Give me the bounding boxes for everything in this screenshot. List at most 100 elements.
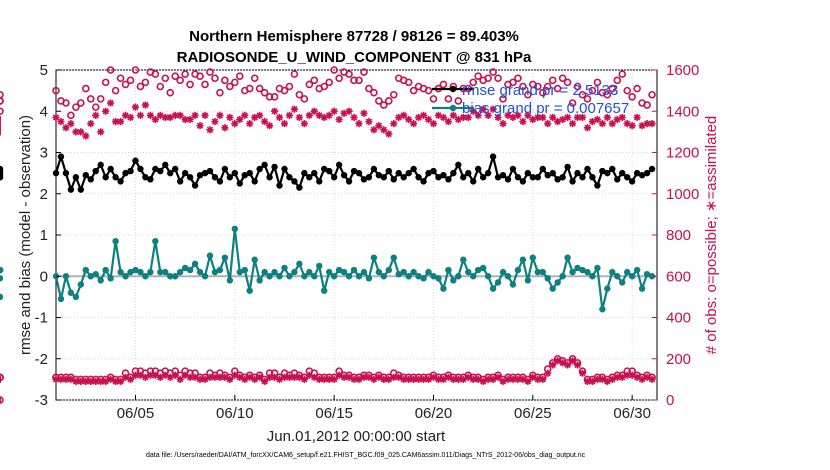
- bias-point: [162, 268, 169, 276]
- obs-assimilated-point: [410, 120, 418, 128]
- bias-point: [266, 273, 273, 280]
- rmse-point: [514, 174, 522, 181]
- obs-assimilated-point: [290, 373, 299, 381]
- obs-assimilated-point: [285, 111, 294, 119]
- obs-possible-point: [206, 68, 214, 76]
- obs-possible-point: [67, 111, 75, 120]
- rmse-point: [62, 169, 70, 177]
- rmse-point: [112, 174, 119, 181]
- obs-assimilated-point-stroke: [574, 361, 581, 369]
- rmse-point: [107, 165, 114, 173]
- y-tick-label: 1: [40, 227, 48, 244]
- obs-assimilated-point-stroke: [594, 376, 601, 383]
- obs-possible-point: [618, 70, 627, 78]
- x-tick-label: 06/10: [216, 405, 254, 422]
- obs-possible-point: [320, 82, 329, 91]
- y-tick-label: 5: [40, 62, 48, 79]
- obs-assimilated-point-stroke: [137, 112, 144, 119]
- bias-point: [350, 266, 358, 274]
- rmse-point: [390, 176, 397, 183]
- obs-assimilated-point: [300, 120, 308, 128]
- obs-assimilated-point: [419, 375, 428, 383]
- bias-point: [201, 273, 209, 280]
- rmse-point: [609, 165, 616, 173]
- rmse-point: [614, 176, 621, 183]
- bias-point: [186, 266, 194, 274]
- obs-possible-point: [176, 76, 184, 85]
- obs-assimilated-point: [549, 361, 557, 369]
- y-tick-label: -3: [35, 392, 48, 409]
- obs-assimilated-point-stroke: [514, 112, 522, 119]
- rmse-point: [291, 178, 298, 185]
- rmse-point: [445, 176, 452, 183]
- obs-assimilated-point: [633, 113, 641, 122]
- obs-possible-point: [161, 74, 170, 83]
- obs-assimilated-point: [330, 107, 338, 115]
- bias-point: [504, 273, 512, 280]
- obs-possible-point: [404, 78, 413, 87]
- y-tick-label: -1: [35, 310, 48, 327]
- bias-point: [276, 273, 283, 280]
- obs-possible-point: [260, 88, 269, 97]
- obs-assimilated-point-stroke: [569, 357, 576, 364]
- obs-assimilated-point: [295, 113, 303, 122]
- y2-tick-label: 800: [666, 227, 691, 244]
- obs-possible-point: [345, 70, 353, 78]
- obs-assimilated-point-stroke: [67, 120, 75, 127]
- obs-assimilated-point: [275, 113, 284, 122]
- bias-point: [440, 285, 447, 292]
- obs-assimilated-point-stroke: [186, 374, 194, 381]
- obs-assimilated-point-stroke: [191, 112, 199, 119]
- bias-point: [0, 293, 4, 301]
- obs-assimilated-point-stroke: [172, 372, 179, 379]
- obs-assimilated-point: [449, 375, 457, 383]
- bias-point: [470, 273, 477, 280]
- obs-possible-point: [499, 95, 507, 103]
- obs-assimilated-point-stroke: [236, 374, 243, 381]
- obs-assimilated-point-stroke: [569, 120, 576, 127]
- obs-assimilated-point-stroke: [196, 376, 204, 383]
- obs-assimilated-point-stroke: [152, 116, 159, 123]
- bias-point: [479, 264, 487, 272]
- obs-assimilated-point-stroke: [624, 120, 631, 127]
- obs-possible-point: [0, 97, 4, 105]
- obs-assimilated-point-stroke: [301, 376, 308, 383]
- obs-assimilated-point-stroke: [370, 126, 378, 133]
- obs-assimilated-point: [390, 120, 398, 128]
- obs-assimilated-point-stroke: [579, 114, 586, 121]
- obs-assimilated-point: [350, 375, 358, 383]
- obs-possible-point: [52, 86, 60, 95]
- obs-assimilated-point-stroke: [504, 376, 512, 383]
- obs-assimilated-point: [648, 375, 656, 383]
- obs-possible-point: [335, 74, 343, 83]
- obs-assimilated-point-stroke: [410, 376, 417, 383]
- obs-assimilated-point: [216, 373, 224, 381]
- obs-assimilated-point: [563, 361, 572, 369]
- obs-assimilated-point-stroke: [484, 376, 492, 383]
- obs-assimilated-point-stroke: [321, 376, 328, 383]
- rmse-point: [186, 174, 194, 181]
- bias-point: [325, 268, 333, 276]
- bias-point: [122, 273, 129, 280]
- obs-assimilated-point: [151, 115, 159, 124]
- bias-point: [117, 268, 124, 276]
- bias-point: [107, 275, 114, 282]
- obs-assimilated-point: [524, 377, 532, 386]
- obs-assimilated-point-stroke: [236, 116, 243, 123]
- obs-possible-point: [563, 78, 572, 87]
- bias-point: [544, 275, 551, 282]
- obs-assimilated-point-stroke: [594, 116, 601, 123]
- obs-assimilated-point: [549, 113, 557, 122]
- obs-assimilated-point: [196, 122, 204, 130]
- obs-assimilated-point-stroke: [559, 359, 566, 367]
- bias-point: [0, 266, 4, 274]
- obs-assimilated-point: [226, 375, 234, 383]
- rmse-point: [181, 169, 189, 177]
- obs-assimilated-point-stroke: [544, 120, 551, 127]
- obs-possible-point: [355, 76, 363, 85]
- obs-possible-point: [593, 78, 602, 87]
- rmse-point: [643, 169, 651, 177]
- obs-assimilated-point-stroke: [599, 376, 606, 383]
- rmse-point: [92, 167, 99, 175]
